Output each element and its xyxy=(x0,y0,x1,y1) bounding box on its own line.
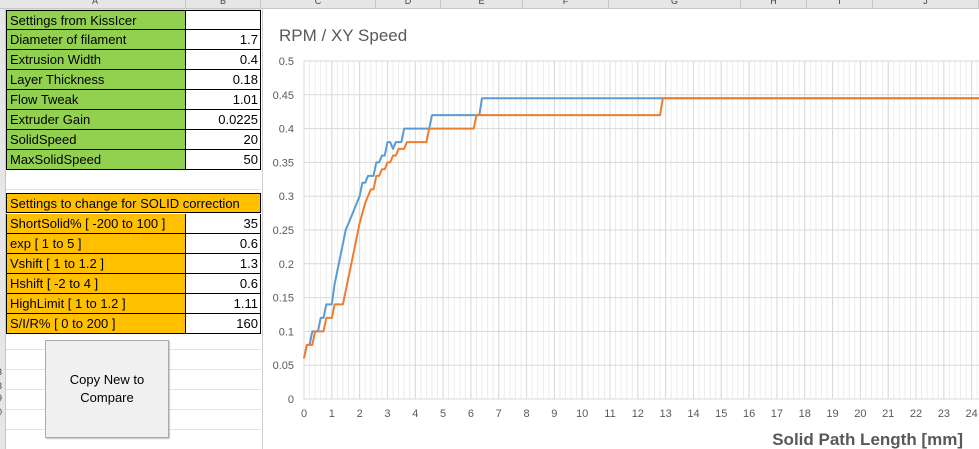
y-tick-label: 0.35 xyxy=(273,157,294,169)
x-tick-label: 11 xyxy=(604,408,615,420)
y-tick-label: 0 xyxy=(288,394,294,406)
column-header[interactable]: I xyxy=(807,0,873,8)
chart-title: RPM / XY Speed xyxy=(279,26,407,45)
x-axis-label: Solid Path Length [mm] xyxy=(772,430,963,449)
setting-value[interactable]: 1.01 xyxy=(186,90,261,110)
y-tick-label: 0.2 xyxy=(279,259,294,271)
x-tick-label: 18 xyxy=(799,408,811,420)
row-number[interactable]: 3 xyxy=(0,367,2,377)
series-line-1 xyxy=(303,97,979,359)
y-tick-label: 0.45 xyxy=(273,90,294,102)
setting-value[interactable]: 0.6 xyxy=(186,274,261,294)
x-tick-label: 8 xyxy=(523,408,529,420)
x-tick-label: 17 xyxy=(771,408,783,420)
y-tick-label: 0.25 xyxy=(273,225,294,237)
y-tick-label: 0.15 xyxy=(273,293,294,305)
x-tick-label: 20 xyxy=(854,408,866,420)
setting-value[interactable]: 0.4 xyxy=(186,50,261,70)
solid-correction-header[interactable]: Settings to change for SOLID correction xyxy=(6,193,261,213)
setting-label[interactable]: HighLimit [ 1 to 1.2 ] xyxy=(6,294,186,314)
setting-value[interactable]: 35 xyxy=(186,214,261,234)
chart-series xyxy=(303,97,979,359)
x-tick-label: 10 xyxy=(576,408,588,420)
column-header[interactable]: H xyxy=(741,0,807,8)
y-axis-ticks: 0 0.05 0.1 0.15 0.2 0.25 0.3 0.35 0.4 0.45 0.5 xyxy=(273,56,294,406)
column-header[interactable]: G xyxy=(609,0,741,8)
x-tick-label: 21 xyxy=(882,408,894,420)
series-line-2 xyxy=(303,97,979,359)
x-tick-label: 2 xyxy=(357,408,363,420)
column-header[interactable]: F xyxy=(523,0,609,8)
setting-label[interactable]: Vshift [ 1 to 1.2 ] xyxy=(6,254,186,274)
rpm-xy-speed-chart[interactable]: RPM / XY Speed 0 0.05 0.1 0.15 0.2 0.25 0.3 0.3… xyxy=(262,9,979,449)
x-tick-label: 24 xyxy=(966,408,978,420)
column-header[interactable]: J xyxy=(873,0,979,8)
setting-value[interactable]: 1.11 xyxy=(186,294,261,314)
column-header[interactable]: D xyxy=(376,0,441,8)
setting-label[interactable]: S/I/R% [ 0 to 200 ] xyxy=(6,314,186,334)
y-tick-label: 0.1 xyxy=(279,326,294,338)
x-tick-label: 5 xyxy=(440,408,446,420)
x-tick-label: 13 xyxy=(660,408,672,420)
x-tick-label: 1 xyxy=(329,408,335,420)
x-axis-ticks: 0 1 2 3 4 5 6 7 8 9 10 11 12 13 14 15 16 17 18 19 20 21 22 23 24 xyxy=(301,408,978,420)
kisslcer-header[interactable]: Settings from KissIcer xyxy=(6,10,186,30)
row-header-bar: 3 3 9 0 xyxy=(0,9,6,449)
setting-label[interactable]: MaxSolidSpeed xyxy=(6,150,186,170)
setting-value[interactable]: 1.7 xyxy=(186,30,261,50)
x-tick-label: 4 xyxy=(412,408,418,420)
y-tick-label: 0.05 xyxy=(273,360,294,372)
x-tick-label: 19 xyxy=(826,408,838,420)
setting-label[interactable]: Extrusion Width xyxy=(6,50,186,70)
x-tick-label: 22 xyxy=(910,408,922,420)
x-tick-label: 23 xyxy=(938,408,950,420)
y-tick-label: 0.4 xyxy=(279,124,294,136)
column-header[interactable]: B xyxy=(186,0,261,8)
row-number[interactable]: 3 xyxy=(0,381,2,391)
setting-value[interactable]: 160 xyxy=(186,314,261,334)
setting-value[interactable]: 20 xyxy=(186,130,261,150)
x-tick-label: 9 xyxy=(551,408,557,420)
copy-new-to-compare-button[interactable]: Copy New to Compare xyxy=(45,340,169,438)
y-tick-label: 0.3 xyxy=(279,191,294,203)
setting-value[interactable]: 0.0225 xyxy=(186,110,261,130)
column-header[interactable]: E xyxy=(441,0,523,8)
setting-label[interactable]: Diameter of filament xyxy=(6,30,186,50)
column-header-bar: A B C D E F G H I J xyxy=(0,0,979,9)
kisslcer-header-value-cell[interactable] xyxy=(186,10,261,30)
setting-label[interactable]: Extruder Gain xyxy=(6,110,186,130)
setting-label[interactable]: Layer Thickness xyxy=(6,70,186,90)
x-tick-label: 0 xyxy=(301,408,307,420)
setting-label[interactable]: Flow Tweak xyxy=(6,90,186,110)
x-tick-label: 6 xyxy=(468,408,474,420)
chart-gridlines xyxy=(303,60,979,400)
copy-button-label: Copy New to Compare xyxy=(69,372,145,405)
x-tick-label: 15 xyxy=(715,408,727,420)
column-header[interactable]: A xyxy=(5,0,186,8)
setting-label[interactable]: ShortSolid% [ -200 to 100 ] xyxy=(6,214,186,234)
row-number[interactable]: 0 xyxy=(0,407,2,417)
column-header[interactable]: C xyxy=(261,0,376,8)
setting-value[interactable]: 0.18 xyxy=(186,70,261,90)
x-tick-label: 3 xyxy=(384,408,390,420)
setting-value[interactable]: 1.3 xyxy=(186,254,261,274)
setting-value[interactable]: 50 xyxy=(186,150,261,170)
chart-svg: RPM / XY Speed 0 0.05 0.1 0.15 0.2 0.25 0.3 0.3… xyxy=(273,26,979,449)
y-tick-label: 0.5 xyxy=(279,56,294,68)
setting-label[interactable]: exp [ 1 to 5 ] xyxy=(6,234,186,254)
setting-value[interactable]: 0.6 xyxy=(186,234,261,254)
setting-label[interactable]: Hshift [ -2 to 4 ] xyxy=(6,274,186,294)
x-tick-label: 16 xyxy=(743,408,755,420)
row-number[interactable]: 9 xyxy=(0,393,2,403)
setting-label[interactable]: SolidSpeed xyxy=(6,130,186,150)
x-tick-label: 14 xyxy=(687,408,699,420)
x-tick-label: 12 xyxy=(632,408,644,420)
x-tick-label: 7 xyxy=(496,408,502,420)
